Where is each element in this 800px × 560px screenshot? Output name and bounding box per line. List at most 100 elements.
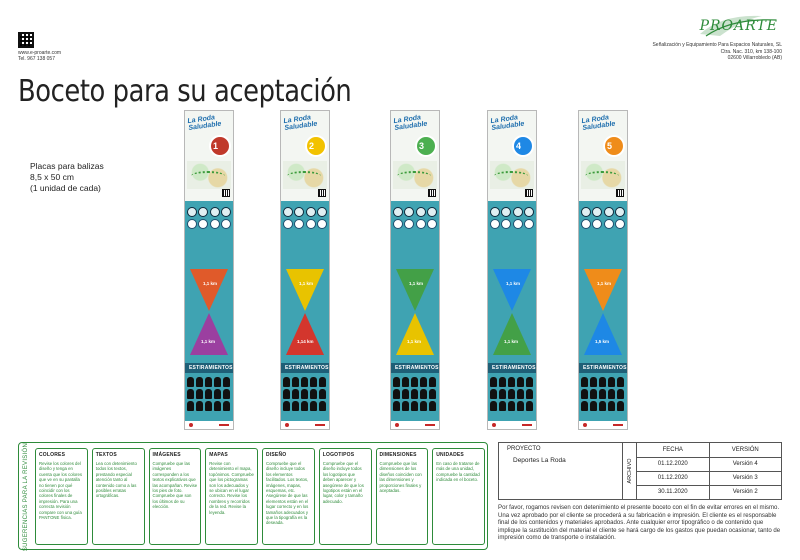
company-line-2: Ctra. Nac. 310, km 138-100 [720,48,782,55]
suggestion-category: IMÁGENES Compruebe que las imágenes corre… [148,448,202,545]
suggestion-category: UNIDADES En caso de tratarse de más de un… [432,448,485,545]
stretch-figure-icon [310,377,317,387]
logo-icon [492,423,496,427]
route-number-badge: 5 [603,135,625,157]
stretch-figure-icon [319,377,326,387]
sign-title: La Roda Saludable [581,114,616,132]
qr-code-icon [525,189,533,197]
category-text: Revise con detenimiento el mapa, topónim… [209,461,254,515]
sign-footer-logos [488,421,536,429]
suggestion-category: COLORES Revise los colores del diseño y t… [35,448,88,545]
activity-icon [294,219,305,229]
activity-icon [592,207,603,217]
category-text: Compruebe que las imágenes corresponden … [152,461,198,510]
stretch-figure-icon [205,389,212,399]
activity-icon [283,207,293,217]
sign-title: La Roda Saludable [283,114,318,132]
route-number-badge: 2 [305,135,327,157]
stretch-figure-icon [411,389,418,399]
stretch-figure-icon [490,389,497,399]
activity-icon [426,207,437,217]
stretch-figure-icon [599,377,606,387]
stretch-figure-icon [301,377,308,387]
sign-footer-logos [579,421,627,429]
stretch-figure-icon [499,377,506,387]
activity-icon [316,207,327,217]
category-text: Compruebe que el diseño incluye todos lo… [322,461,364,504]
route-line [191,171,225,181]
project-panel: PROYECTO Deportes La Roda ARCHIVO FECHA … [498,442,782,500]
category-text: En caso de tratarse de más de una unidad… [436,461,480,483]
route-number: 1 [213,141,219,151]
stretch-figure-icon [196,401,203,411]
distance-label: 1,1 km [407,339,422,344]
sign-description: Placas para balizas 8,5 x 50 cm (1 unida… [30,161,104,194]
stretch-figure-icon [205,377,212,387]
stretches-label: ESTIRAMIENTOS [395,365,439,371]
stretch-figure-icon [196,389,203,399]
stretch-figure-icon [617,377,624,387]
table-row: 01.12.2020 Versión 3 [637,471,781,486]
stretch-figure-icon [205,401,212,411]
logo-icon [189,423,193,427]
suggestions-label: SUGERENCIAS PARA LA REVISIÓN [23,442,29,552]
stretch-figure-icon [187,377,194,387]
stretch-figure-icon [214,401,221,411]
stretch-figure-icon [402,389,409,399]
category-text: Lea con detenimiento todos los textos, p… [95,461,137,499]
activity-icon [501,207,512,217]
stretch-figure-icon [283,377,290,387]
route-number: 4 [516,141,522,151]
company-line-3: 02600 Villarrobledo (AB) [727,55,782,61]
route-number-badge: 1 [209,135,231,157]
stretch-figure-icon [393,401,400,411]
stretch-figure-icon [187,401,194,411]
page-title: Boceto para su aceptación [18,74,352,109]
stretch-figure-icon [319,401,326,411]
qr-code-icon [318,189,326,197]
activity-icon [512,219,523,229]
logo-text: PROARTE [699,18,778,34]
stretch-figure-icon [499,401,506,411]
activity-icon [393,207,403,217]
direction-arrow: 1,1 km [190,313,228,355]
logo-icon [583,423,587,427]
stretch-figure-icon [310,389,317,399]
activity-icon [581,219,591,229]
stretch-figure-icon [420,389,427,399]
category-title: IMÁGENES [152,452,181,458]
sign-title: La Roda Saludable [187,114,222,132]
distance-label: 1,1 km [504,339,519,344]
review-suggestions-panel: SUGERENCIAS PARA LA REVISIÓN COLORES Revi… [18,442,488,552]
review-note: Por favor, rogamos revisen con detenimie… [498,504,781,542]
stretch-figure-icon [517,377,524,387]
stretches-label: ESTIRAMIENTOS [189,365,233,371]
proarte-logo-icon [700,15,777,37]
activity-icon [426,219,437,229]
activity-icon [523,207,534,217]
activity-icon [187,219,197,229]
direction-arrow: 1,1 km [493,269,531,311]
direction-arrow: 1,14 km [286,313,324,355]
contact-phone: Tel. 967 138 057 [18,56,55,62]
activity-icon [614,207,625,217]
stretch-figure-icon [526,377,533,387]
stretch-figure-icon [599,389,606,399]
sign-title: La Roda Saludable [490,114,525,132]
stretch-figure-icon [292,377,299,387]
logo-icon [395,423,399,427]
version-cell: Versión 3 [709,471,781,486]
stretch-figure-icon [599,401,606,411]
category-text: Revise los colores del diseño y tenga en… [39,461,82,521]
direction-arrow: 1,1 km [493,313,531,355]
stretch-figure-icon [187,389,194,399]
stretch-figure-icon [581,377,588,387]
stretch-figure-icon [402,401,409,411]
stretch-figure-icon [214,377,221,387]
stretch-figure-icon [508,377,515,387]
stretch-figure-icon [283,389,290,399]
activity-icon [305,219,316,229]
stretch-figure-icon [301,389,308,399]
stretches-label: ESTIRAMIENTOS [583,365,627,371]
route-line [585,171,619,181]
